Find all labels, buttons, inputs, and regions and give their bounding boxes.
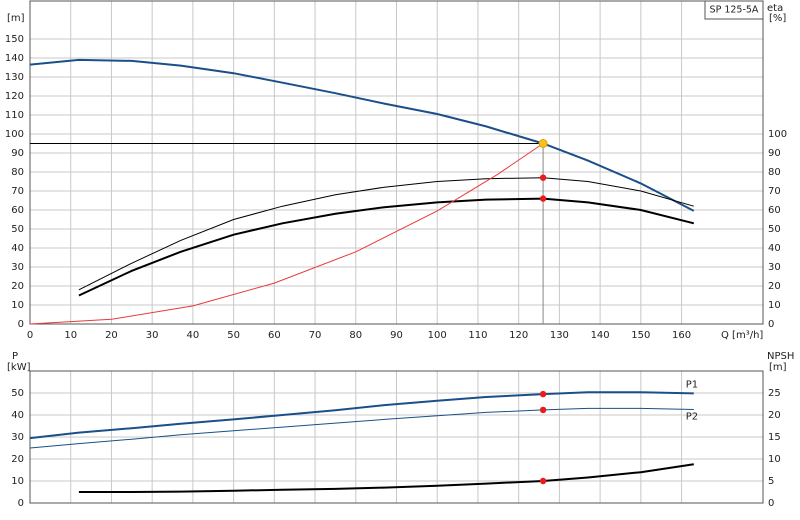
y2-axis-label: eta <box>767 3 783 14</box>
y2-tick-label: 20 <box>768 281 781 292</box>
x-tick-label: 120 <box>509 330 528 341</box>
y2-tick-label: 80 <box>768 167 781 178</box>
y-tick-label: 140 <box>5 53 24 64</box>
x-tick-label: 130 <box>550 330 569 341</box>
y2-axis-unit: [%] <box>769 13 786 24</box>
curve <box>78 463 694 493</box>
y-tick-label: 10 <box>11 476 24 487</box>
x-tick-label: 150 <box>631 330 650 341</box>
y-tick-label: 30 <box>11 432 24 443</box>
x-tick-label: 160 <box>672 330 691 341</box>
y2-tick-label: 90 <box>768 148 781 159</box>
y-tick-label: 80 <box>11 167 24 178</box>
x-tick-label: 70 <box>309 330 322 341</box>
x-tick-label: 80 <box>349 330 362 341</box>
operating-point <box>539 390 547 398</box>
y-tick-label: 60 <box>11 205 24 216</box>
operating-point <box>539 174 547 181</box>
x-tick-label: 20 <box>105 330 118 341</box>
y2-tick-label: 15 <box>768 432 781 443</box>
operating-point <box>539 406 547 414</box>
y2-tick-label: 60 <box>768 205 781 216</box>
x-tick-label: 90 <box>390 330 403 341</box>
x-tick-label: 110 <box>468 330 487 341</box>
series-label: P1 <box>686 379 698 390</box>
series-label: P2 <box>686 412 698 423</box>
y-tick-label: 50 <box>11 388 24 399</box>
curve <box>29 58 695 212</box>
curve <box>29 143 544 325</box>
title-box <box>704 0 764 20</box>
y-axis-unit: [m] <box>7 13 25 24</box>
y-tick-label: 20 <box>11 281 24 292</box>
y-tick-label: 90 <box>11 148 24 159</box>
operating-point <box>539 195 547 202</box>
curve <box>78 197 695 297</box>
y2-tick-label: 40 <box>768 243 781 254</box>
y2-tick-label: 10 <box>768 300 781 311</box>
y-tick-label: 100 <box>5 129 24 140</box>
y-tick-label: 150 <box>5 34 24 45</box>
y-tick-label: 120 <box>5 91 24 102</box>
y2-tick-label: 20 <box>768 410 781 421</box>
chart-title: SP 125-5A <box>710 5 759 16</box>
y2-tick-label: 0 <box>768 319 774 330</box>
y-axis-unit: [kW] <box>7 362 31 373</box>
curve <box>78 177 694 291</box>
y-tick-label: 0 <box>18 498 24 509</box>
y-tick-label: 110 <box>5 110 24 121</box>
y-tick-label: 40 <box>11 410 24 421</box>
y-tick-label: 30 <box>11 262 24 273</box>
y2-tick-label: 30 <box>768 262 781 273</box>
y2-tick-label: 70 <box>768 186 781 197</box>
x-tick-label: 140 <box>591 330 610 341</box>
y2-tick-label: 10 <box>768 454 781 465</box>
y-tick-label: 70 <box>11 186 24 197</box>
y2-tick-label: 0 <box>768 498 774 509</box>
x-tick-label: 30 <box>146 330 159 341</box>
y2-axis-unit: [m] <box>769 362 787 373</box>
x-tick-label: 100 <box>428 330 447 341</box>
y2-tick-label: 25 <box>768 388 781 399</box>
y2-tick-label: 5 <box>768 476 774 487</box>
y2-tick-label: 100 <box>768 129 787 140</box>
y-tick-label: 20 <box>11 454 24 465</box>
y-tick-label: 0 <box>18 319 24 330</box>
y2-tick-label: 50 <box>768 224 781 235</box>
curve <box>29 391 694 440</box>
operating-point <box>538 139 548 148</box>
plot-frame <box>29 0 764 325</box>
x-axis-label: Q [m³/h] <box>721 330 763 341</box>
x-tick-label: 40 <box>187 330 200 341</box>
y-tick-label: 130 <box>5 72 24 83</box>
operating-point <box>539 477 547 485</box>
x-tick-label: 50 <box>227 330 240 341</box>
plot-frame <box>29 370 764 504</box>
y2-axis-label: NPSH <box>767 351 794 362</box>
x-tick-label: 60 <box>268 330 281 341</box>
y-axis-label: P <box>12 351 18 362</box>
y-tick-label: 50 <box>11 224 24 235</box>
x-tick-label: 10 <box>64 330 77 341</box>
curve <box>29 407 694 449</box>
x-tick-label: 0 <box>27 330 33 341</box>
y-tick-label: 10 <box>11 300 24 311</box>
y-tick-label: 40 <box>11 243 24 254</box>
